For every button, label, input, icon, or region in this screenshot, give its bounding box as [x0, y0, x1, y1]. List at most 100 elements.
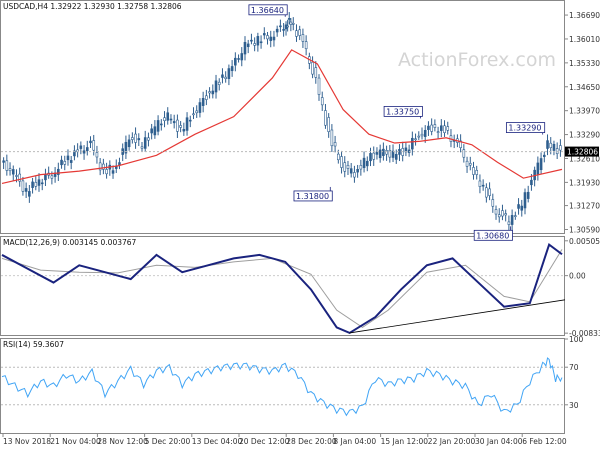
candle-body — [468, 163, 472, 166]
annotation-box — [293, 190, 333, 202]
candle-body — [414, 138, 417, 141]
candle-body — [546, 140, 549, 149]
candle-body — [182, 129, 186, 132]
y-tick-label: 1.31930 — [569, 178, 600, 187]
candle-body — [287, 18, 291, 20]
y-tick-label: 1.31270 — [569, 202, 600, 211]
candle-body — [333, 142, 337, 147]
rsi-tick-label: 100 — [569, 335, 584, 344]
candle-body — [282, 29, 285, 31]
candle-body — [195, 110, 199, 114]
candle-body — [98, 162, 102, 171]
candle-body — [356, 169, 359, 173]
macd-trendline — [349, 299, 566, 334]
annotation-label: 1.33750 — [386, 107, 419, 116]
candle-body — [147, 137, 150, 141]
candle-body — [526, 191, 530, 199]
candle-body — [369, 153, 372, 162]
candle-body — [188, 119, 192, 122]
candle-body — [66, 155, 70, 161]
main-panel-frame — [0, 0, 565, 234]
candle-body — [37, 179, 41, 186]
x-tick-label: 13 Dec 04:00 — [192, 437, 243, 446]
candle-body — [163, 117, 166, 122]
candle-body — [427, 125, 430, 130]
candle-body — [430, 124, 433, 132]
candle-body — [234, 57, 237, 66]
candle-body — [60, 159, 63, 166]
candle-body — [459, 140, 462, 148]
rsi-line — [1, 357, 563, 417]
candle-body — [227, 68, 231, 79]
macd-panel-frame — [0, 236, 565, 336]
candle-body — [31, 181, 34, 188]
candle-body — [224, 76, 227, 79]
candle-body — [50, 175, 54, 179]
annotation-box — [383, 106, 423, 117]
candle-body — [372, 152, 376, 160]
candle-body — [349, 168, 353, 174]
candle-body — [118, 162, 121, 165]
candle-body — [57, 168, 60, 175]
candle-body — [102, 163, 105, 170]
candle-body — [18, 173, 22, 182]
rsi-title: RSI(14) 59.3607 — [3, 340, 64, 349]
x-tick-label: 28 Nov 12:00 — [97, 437, 148, 446]
candle-body — [237, 58, 240, 60]
candle-body — [143, 137, 147, 149]
candle-body — [353, 172, 356, 178]
candle-body — [375, 151, 379, 155]
rsi-tick-label: 70 — [569, 363, 579, 372]
annotation-label: 1.30680 — [476, 231, 509, 240]
candle-body — [327, 117, 330, 132]
rsi-panel-frame — [0, 338, 565, 434]
candle-body — [272, 36, 276, 41]
candle-body — [440, 125, 443, 131]
macd-title: MACD(12,26,9) 0.003145 0.003767 — [3, 238, 137, 247]
annotation-label: 1.31800 — [296, 192, 329, 201]
y-tick-label: 1.36010 — [569, 35, 600, 44]
candle-body — [517, 204, 520, 209]
candle-body — [475, 170, 479, 175]
candle-body — [89, 140, 92, 144]
candle-body — [221, 74, 224, 78]
x-tick-label: 20 Dec 12:00 — [239, 437, 290, 446]
candle-body — [275, 28, 279, 33]
candle-body — [433, 124, 437, 128]
candle-body — [217, 81, 221, 85]
candle-body — [34, 182, 38, 187]
candle-body — [465, 160, 469, 167]
candle-body — [24, 188, 28, 192]
candle-body — [504, 213, 507, 216]
candle-body — [485, 187, 488, 198]
candle-body — [420, 133, 424, 137]
candle-body — [304, 41, 308, 50]
candle-body — [8, 168, 12, 172]
candle-body — [192, 113, 195, 116]
candle-body — [79, 145, 83, 149]
candle-body — [262, 33, 266, 36]
macd-tick-label: 0.00 — [569, 272, 586, 281]
y-tick-label: 1.35330 — [569, 59, 600, 68]
candle-body — [443, 125, 446, 133]
current-price-label: 1.32806 — [567, 148, 598, 157]
candle-body — [198, 102, 202, 113]
candle-body — [205, 95, 208, 100]
candle-body — [320, 97, 324, 106]
candle-body — [230, 66, 234, 72]
candle-body — [246, 43, 250, 48]
candle-body — [111, 170, 115, 174]
candle-body — [514, 215, 517, 217]
candle-body — [85, 147, 89, 151]
candle-body — [301, 34, 305, 42]
x-tick-label: 28 Dec 20:00 — [286, 437, 337, 446]
x-tick-label: 13 Nov 2018 — [3, 437, 51, 446]
candle-body — [365, 160, 369, 167]
macd-tick-label: 0.00505 — [569, 237, 600, 246]
candle-body — [208, 91, 211, 94]
candle-body — [253, 43, 256, 46]
candle-body — [21, 180, 25, 192]
candle-body — [523, 192, 527, 209]
candle-body — [269, 36, 273, 41]
